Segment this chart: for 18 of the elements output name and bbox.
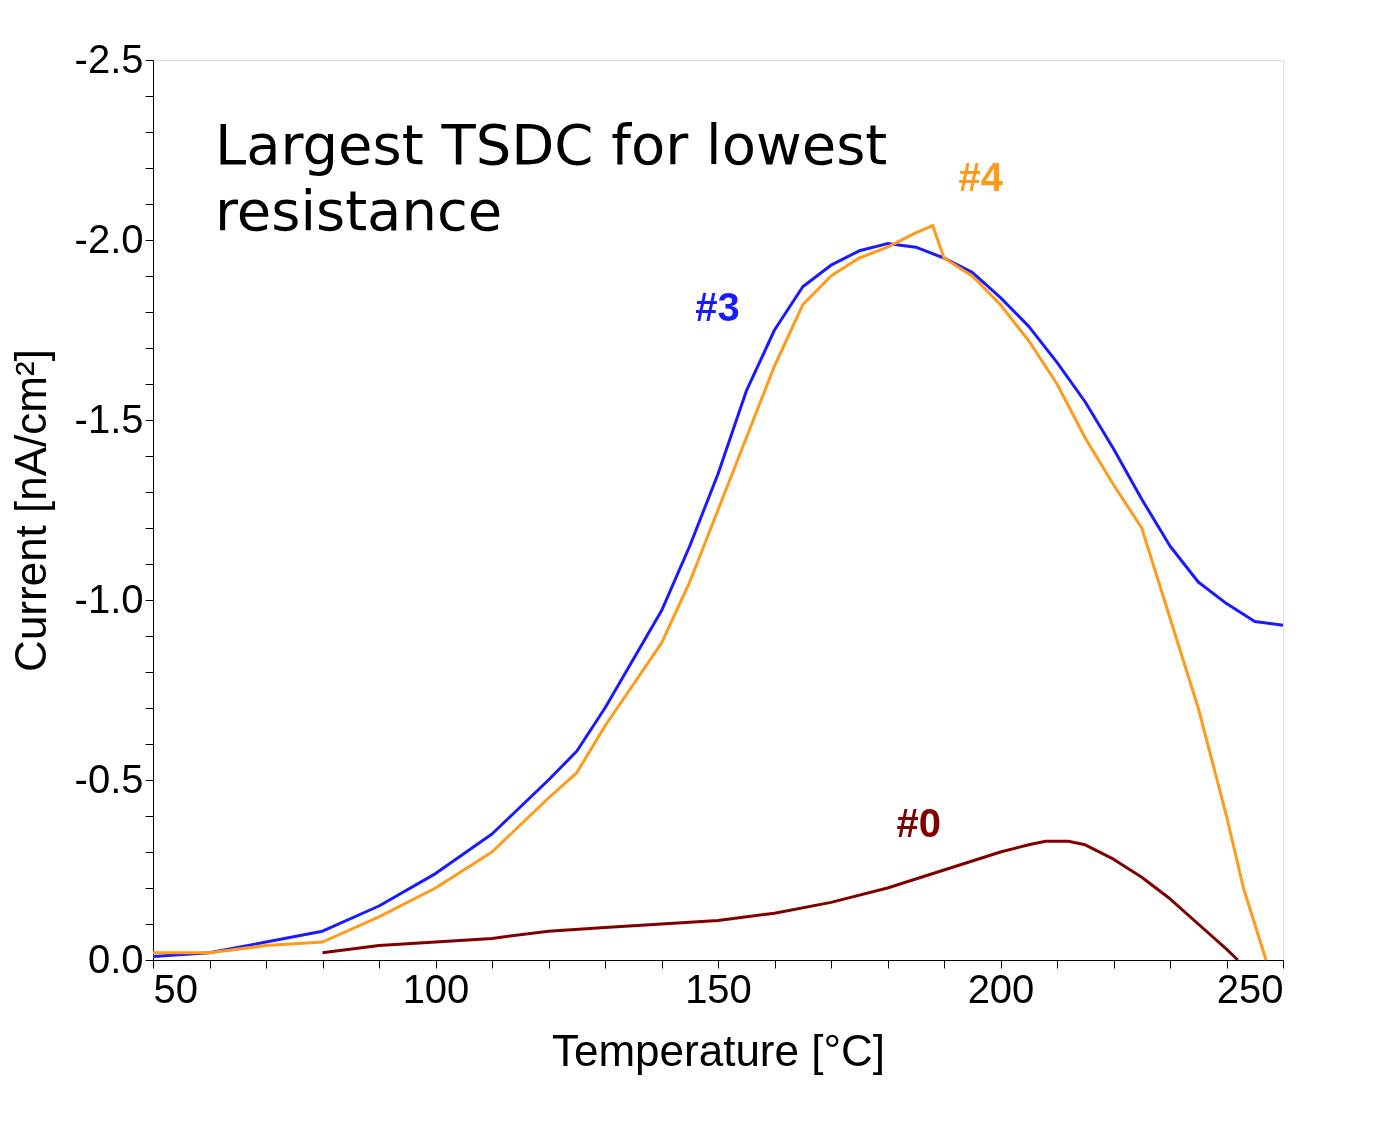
- y-tick-label: -0.5: [74, 756, 144, 801]
- x-tick-label: 250: [1216, 966, 1284, 1011]
- x-tick-label: 200: [967, 966, 1035, 1011]
- y-tick-label: 0.0: [87, 936, 144, 981]
- series-label: #0: [896, 801, 941, 846]
- series-label: #3: [695, 284, 740, 329]
- y-tick-label: -2.5: [74, 36, 144, 81]
- annotation: Largest TSDC for lowest resistance: [215, 112, 888, 243]
- x-tick-label: 150: [685, 966, 752, 1011]
- y-tick-label: -1.0: [74, 576, 144, 621]
- line-series: [321, 839, 1240, 962]
- x-axis-title: Temperature [°C]: [551, 1025, 886, 1075]
- series-label: #4: [958, 154, 1004, 199]
- x-tick-label: 100: [402, 966, 470, 1011]
- y-tick-label: -2.0: [74, 216, 144, 261]
- y-axis-title: Current [nA/cm²]: [5, 349, 55, 672]
- y-tick-label: -1.5: [74, 396, 144, 441]
- x-tick-label: 50: [153, 966, 198, 1011]
